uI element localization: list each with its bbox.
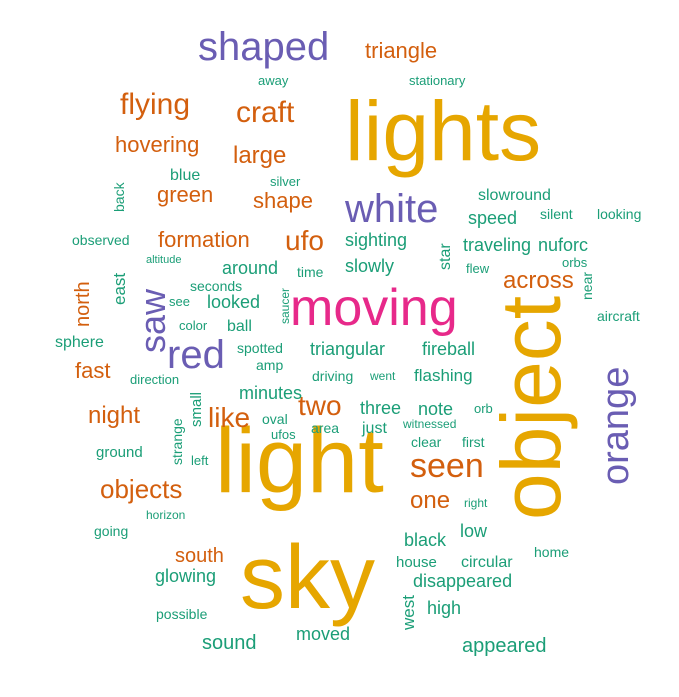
cloud-word-one: one [410, 487, 450, 514]
cloud-word-see: see [169, 294, 190, 309]
cloud-word-amp: amp [256, 357, 283, 373]
cloud-word-black: black [404, 530, 447, 550]
cloud-word-horizon: horizon [146, 508, 185, 522]
cloud-word-formation: formation [158, 227, 250, 252]
cloud-word-strange: strange [169, 418, 185, 465]
cloud-word-seconds: seconds [190, 278, 242, 294]
cloud-word-around: around [222, 258, 278, 278]
cloud-word-seen: seen [410, 447, 484, 485]
cloud-word-sky: sky [240, 528, 375, 628]
cloud-word-circular: circular [461, 554, 513, 571]
cloud-word-small: small [188, 392, 205, 427]
cloud-word-fireball: fireball [422, 339, 475, 359]
cloud-word-note: note [418, 399, 453, 419]
cloud-word-traveling: traveling [463, 235, 531, 255]
cloud-word-craft: craft [236, 96, 295, 129]
cloud-word-moved: moved [296, 624, 350, 644]
cloud-word-shaped: shaped [198, 25, 329, 69]
cloud-word-shape: shape [253, 188, 313, 213]
cloud-word-possible: possible [156, 606, 208, 622]
cloud-word-three: three [360, 398, 401, 418]
cloud-word-minutes: minutes [239, 383, 302, 403]
cloud-word-white: white [344, 187, 438, 231]
cloud-word-orange: orange [595, 367, 637, 485]
cloud-word-high: high [427, 598, 461, 618]
cloud-word-night: night [88, 402, 140, 429]
cloud-word-oval: oval [262, 411, 288, 427]
cloud-word-sighting: sighting [345, 230, 407, 250]
cloud-word-sound: sound [202, 632, 257, 654]
cloud-word-aircraft: aircraft [597, 308, 640, 324]
cloud-word-west: west [399, 595, 418, 631]
cloud-word-triangular: triangular [310, 339, 385, 359]
cloud-word-silent: silent [540, 206, 573, 222]
cloud-word-large: large [233, 142, 286, 169]
cloud-word-saucer: saucer [278, 288, 292, 324]
cloud-word-objects: objects [100, 474, 182, 504]
cloud-word-color: color [179, 318, 208, 333]
cloud-word-slowly: slowly [345, 256, 394, 276]
cloud-word-red: red [167, 333, 225, 377]
cloud-word-area: area [311, 420, 339, 436]
cloud-word-two: two [298, 390, 342, 421]
cloud-word-observed: observed [72, 232, 130, 248]
cloud-word-right: right [464, 496, 488, 510]
cloud-word-went: went [369, 369, 396, 383]
cloud-word-disappeared: disappeared [413, 571, 512, 591]
cloud-word-green: green [157, 182, 213, 207]
cloud-word-stationary: stationary [409, 73, 466, 88]
cloud-word-spotted: spotted [237, 340, 283, 356]
cloud-word-going: going [94, 523, 128, 539]
cloud-word-back: back [111, 181, 127, 212]
cloud-word-clear: clear [411, 434, 442, 450]
cloud-word-fast: fast [75, 358, 110, 383]
cloud-word-left: left [191, 453, 209, 468]
cloud-word-direction: direction [130, 372, 179, 387]
cloud-word-blue: blue [170, 167, 200, 184]
cloud-word-slowround: slowround [478, 187, 551, 204]
cloud-word-orbs: orbs [562, 255, 588, 270]
cloud-word-triangle: triangle [365, 38, 437, 63]
cloud-word-object: object [484, 296, 578, 520]
cloud-word-altitude: altitude [146, 254, 181, 266]
cloud-word-low: low [460, 521, 488, 541]
cloud-word-star: star [437, 243, 454, 270]
cloud-word-speed: speed [468, 208, 517, 228]
cloud-word-appeared: appeared [462, 635, 547, 657]
cloud-word-driving: driving [312, 368, 353, 384]
cloud-word-ground: ground [96, 444, 143, 461]
cloud-word-house: house [396, 554, 437, 571]
cloud-word-sphere: sphere [55, 334, 104, 351]
cloud-word-silver: silver [270, 174, 301, 189]
cloud-word-flying: flying [120, 88, 190, 121]
cloud-word-looked: looked [207, 292, 260, 312]
cloud-word-north: north [72, 281, 94, 327]
cloud-word-saw: saw [132, 288, 173, 353]
cloud-word-time: time [297, 264, 324, 280]
cloud-word-near: near [579, 272, 595, 300]
cloud-word-moving: moving [290, 279, 458, 337]
cloud-word-flashing: flashing [414, 366, 473, 385]
cloud-word-home: home [534, 544, 569, 560]
cloud-word-looking: looking [597, 206, 641, 222]
cloud-word-across: across [503, 267, 574, 294]
cloud-word-south: south [175, 545, 224, 567]
cloud-word-first: first [462, 434, 485, 450]
cloud-word-orb: orb [474, 401, 493, 416]
cloud-word-just: just [361, 420, 387, 437]
cloud-word-lights: lights [345, 84, 541, 178]
cloud-word-nuforc: nuforc [538, 235, 588, 255]
cloud-word-away: away [258, 73, 289, 88]
cloud-word-ball: ball [227, 318, 252, 335]
cloud-word-ufo: ufo [285, 225, 324, 256]
cloud-word-hovering: hovering [115, 132, 199, 157]
cloud-word-light: light [215, 410, 384, 512]
cloud-word-like: like [208, 402, 250, 433]
cloud-word-flew: flew [466, 261, 490, 276]
cloud-word-glowing: glowing [155, 566, 216, 586]
cloud-word-ufos: ufos [271, 427, 296, 442]
cloud-word-east: east [110, 273, 129, 305]
cloud-word-witnessed: witnessed [402, 417, 456, 431]
